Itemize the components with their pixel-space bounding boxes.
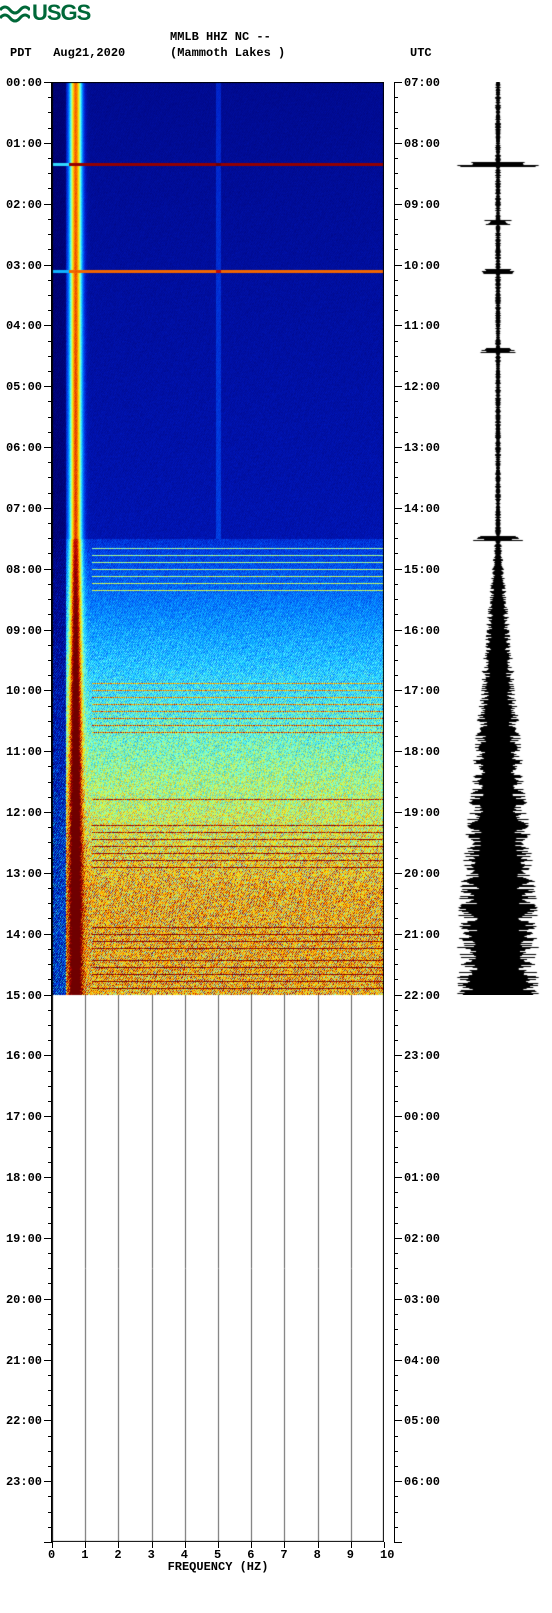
spectrogram [52, 82, 384, 1542]
axis-tick-label: 13:00 [0, 867, 42, 881]
axis-tick-label: 00:00 [404, 1110, 440, 1124]
axis-tick-label: 03:00 [0, 259, 42, 273]
axis-tick-label: 04:00 [404, 1354, 440, 1368]
axis-tick-label: 05:00 [404, 1414, 440, 1428]
axis-tick [394, 569, 402, 570]
axis-tick [394, 265, 402, 266]
axis-tick-label: 01:00 [0, 137, 42, 151]
axis-tick-label: 01:00 [404, 1171, 440, 1185]
axis-tick-label: 17:00 [404, 684, 440, 698]
usgs-logo: USGS [0, 0, 90, 26]
axis-tick-label: 06:00 [0, 441, 42, 455]
axis-tick-label: 09:00 [0, 624, 42, 638]
axis-tick-label: 05:00 [0, 380, 42, 394]
axis-tick-label: 17:00 [0, 1110, 42, 1124]
axis-tick [394, 447, 402, 448]
axis-tick-label: 10:00 [0, 684, 42, 698]
axis-tick-label: 16:00 [404, 624, 440, 638]
axis-tick [394, 508, 402, 509]
axis-tick-label: 23:00 [404, 1049, 440, 1063]
axis-tick-label: 20:00 [0, 1293, 42, 1307]
axis-tick-label: 16:00 [0, 1049, 42, 1063]
x-axis-label: FREQUENCY (HZ) [52, 1560, 384, 1574]
axis-tick [394, 143, 402, 144]
axis-tick-label: 14:00 [0, 928, 42, 942]
axis-tick-label: 22:00 [404, 989, 440, 1003]
page: USGS MMLB HHZ NC -- PDT Aug21,2020 (Mamm… [0, 0, 552, 1613]
axis-tick-label: 07:00 [0, 502, 42, 516]
axis-tick-label: 02:00 [0, 198, 42, 212]
axis-tick-label: 18:00 [404, 745, 440, 759]
logo-text: USGS [32, 0, 90, 26]
seismogram-trace [450, 82, 546, 995]
axis-tick [394, 386, 402, 387]
wave-icon [0, 2, 30, 24]
axis-tick-label: 07:00 [404, 76, 440, 90]
axis-tick [394, 934, 402, 935]
axis-tick-label: 08:00 [404, 137, 440, 151]
axis-tick [394, 812, 402, 813]
axis-tick-label: 21:00 [404, 928, 440, 942]
axis-tick-label: 12:00 [404, 380, 440, 394]
tz-left-date: PDT Aug21,2020 [10, 46, 125, 60]
axis-tick [394, 204, 402, 205]
axis-tick [394, 325, 402, 326]
axis-tick [394, 82, 395, 1542]
axis-tick [394, 82, 402, 83]
axis-tick-label: 08:00 [0, 563, 42, 577]
axis-tick [394, 1481, 402, 1482]
axis-tick-label: 22:00 [0, 1414, 42, 1428]
axis-tick-label: 12:00 [0, 806, 42, 820]
axis-tick-label: 10:00 [404, 259, 440, 273]
axis-tick-label: 03:00 [404, 1293, 440, 1307]
axis-tick-label: 20:00 [404, 867, 440, 881]
axis-tick-label: 21:00 [0, 1354, 42, 1368]
axis-tick [44, 1542, 52, 1543]
axis-tick [394, 630, 402, 631]
axis-tick-label: 04:00 [0, 319, 42, 333]
date: Aug21,2020 [53, 46, 125, 60]
axis-tick [394, 1420, 402, 1421]
axis-tick-label: 18:00 [0, 1171, 42, 1185]
axis-tick [394, 690, 402, 691]
axis-tick [394, 1055, 402, 1056]
axis-tick-label: 06:00 [404, 1475, 440, 1489]
axis-tick-label: 19:00 [0, 1232, 42, 1246]
axis-tick-label: 23:00 [0, 1475, 42, 1489]
axis-tick [394, 995, 402, 996]
axis-tick-label: 02:00 [404, 1232, 440, 1246]
tz-left: PDT [10, 46, 32, 60]
axis-tick-label: 09:00 [404, 198, 440, 212]
axis-tick-label: 15:00 [0, 989, 42, 1003]
axis-tick [394, 873, 402, 874]
axis-tick-label: 11:00 [404, 319, 440, 333]
station-line: MMLB HHZ NC -- [170, 30, 271, 44]
axis-tick [394, 1238, 402, 1239]
axis-tick [394, 1116, 402, 1117]
axis-tick [394, 1542, 402, 1543]
axis-tick [51, 82, 52, 1542]
axis-tick [394, 1299, 402, 1300]
axis-tick [394, 751, 402, 752]
axis-tick-label: 11:00 [0, 745, 42, 759]
tz-right: UTC [410, 46, 432, 60]
axis-tick-label: 14:00 [404, 502, 440, 516]
axis-tick-label: 00:00 [0, 76, 42, 90]
location: (Mammoth Lakes ) [170, 46, 285, 60]
axis-tick-label: 15:00 [404, 563, 440, 577]
axis-tick [394, 1360, 402, 1361]
axis-tick-label: 19:00 [404, 806, 440, 820]
axis-tick-label: 13:00 [404, 441, 440, 455]
axis-tick [394, 1177, 402, 1178]
